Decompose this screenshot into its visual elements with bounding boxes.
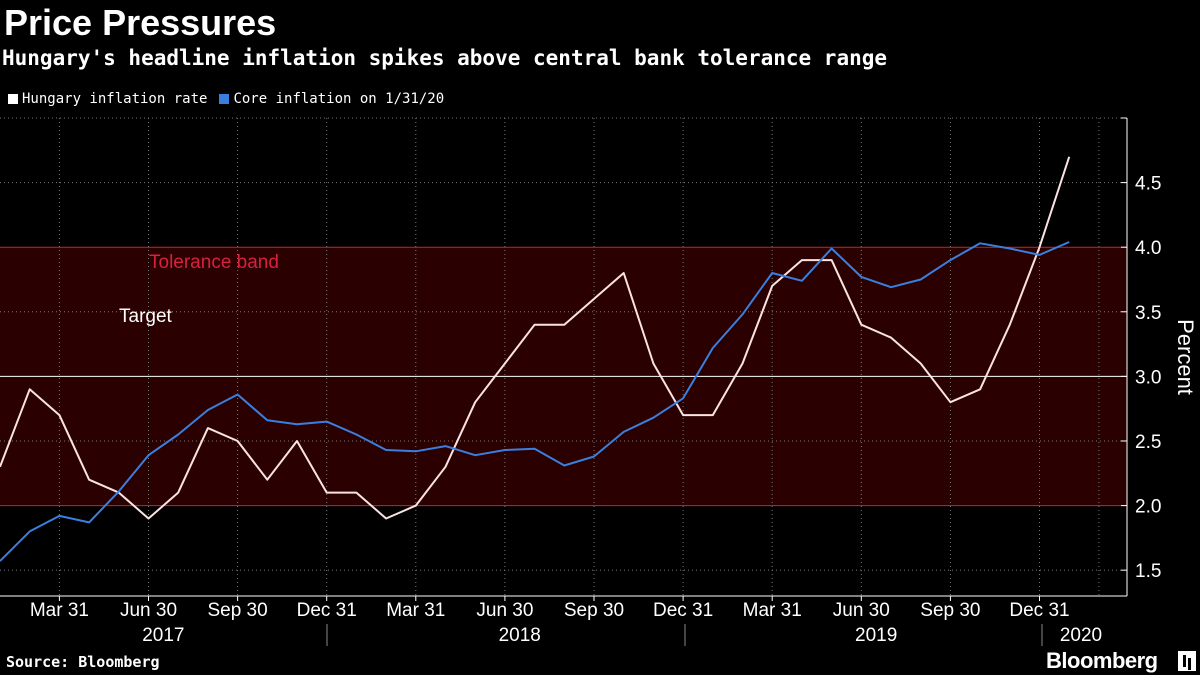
x-tick-label: Sep 30 [920,600,980,621]
bloomberg-terminal-icon [1178,651,1196,671]
x-tick-label: Jun 30 [120,600,177,621]
legend-item-headline: Hungary inflation rate [8,91,207,107]
y-tick-label: 1.5 [1135,561,1161,582]
x-tick-label: Dec 31 [653,600,713,621]
chart-title: Price Pressures [4,2,277,43]
year-label: 2019 [855,625,897,646]
target-label: Target [119,306,173,327]
legend: Hungary inflation rate Core inflation on… [8,91,456,107]
x-tick-label: Mar 31 [743,600,802,621]
chart-subtitle: Hungary's headline inflation spikes abov… [2,46,888,70]
y-tick-label: 2.5 [1135,432,1161,453]
x-tick-label: Mar 31 [30,600,89,621]
year-label: 2017 [142,625,184,646]
year-label: 2018 [499,625,541,646]
x-tick-label: Jun 30 [476,600,533,621]
y-tick-label: 3.0 [1135,367,1161,388]
tolerance-band-label: Tolerance band [149,252,279,273]
y-tick-label: 4.5 [1135,174,1161,195]
year-label: 2020 [1060,625,1102,646]
source-note: Source: Bloomberg [6,653,160,671]
legend-label-headline: Hungary inflation rate [22,91,208,107]
y-tick-label: 3.5 [1135,303,1161,324]
x-tick-label: Dec 31 [297,600,357,621]
legend-label-core: Core inflation on 1/31/20 [233,91,445,107]
x-tick-label: Mar 31 [386,600,445,621]
y-tick-label: 2.0 [1135,497,1161,518]
x-tick-label: Dec 31 [1009,600,1069,621]
bloomberg-logo: Bloomberg [1046,648,1158,673]
core-inflation-line [0,241,1070,562]
legend-swatch-headline [8,94,18,104]
legend-item-core: Core inflation on 1/31/20 [219,91,444,107]
y-tick-label: 4.0 [1135,238,1161,259]
y-axis-title: Percent [1173,319,1198,395]
x-tick-label: Jun 30 [833,600,890,621]
headline-inflation-line [0,156,1071,520]
x-tick-label: Sep 30 [207,600,267,621]
legend-swatch-core [219,94,230,104]
x-tick-label: Sep 30 [564,600,624,621]
